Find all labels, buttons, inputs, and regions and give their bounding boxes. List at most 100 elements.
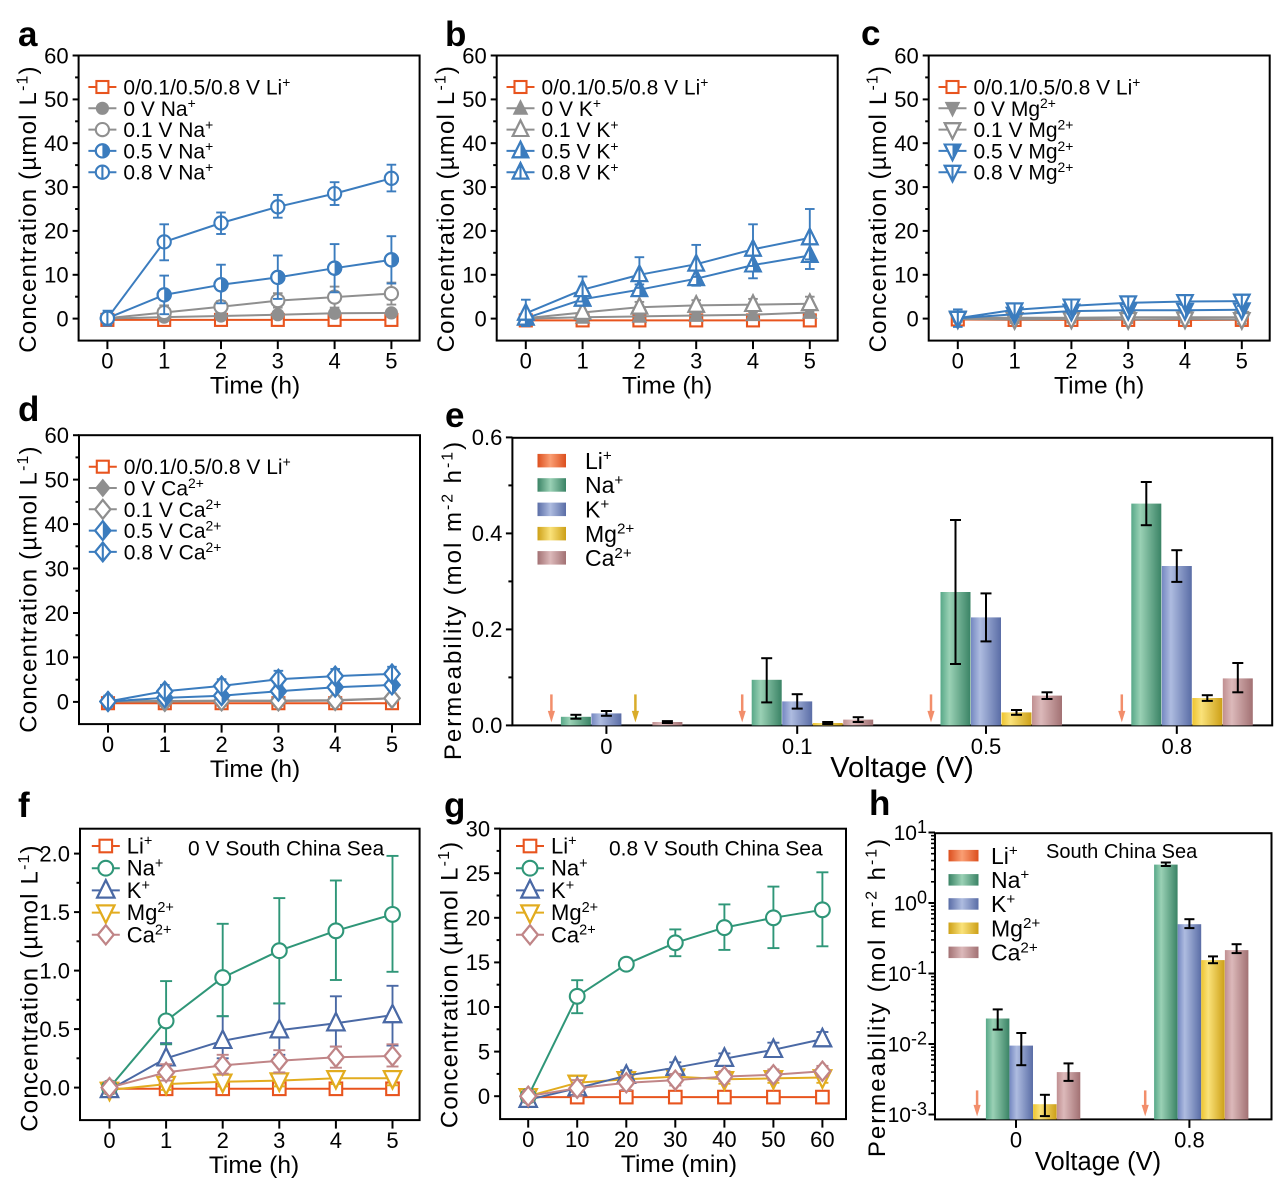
svg-text:30: 30 xyxy=(894,175,918,200)
svg-text:0.0: 0.0 xyxy=(39,1075,70,1100)
svg-text:10: 10 xyxy=(565,1127,589,1152)
svg-text:0.1: 0.1 xyxy=(782,734,813,759)
svg-text:5: 5 xyxy=(386,732,398,757)
svg-text:3: 3 xyxy=(273,1128,285,1153)
svg-text:Ca2+: Ca2+ xyxy=(127,922,172,947)
svg-text:40: 40 xyxy=(44,131,68,156)
svg-text:2: 2 xyxy=(215,349,227,374)
svg-text:0.8: 0.8 xyxy=(1174,1127,1205,1152)
svg-text:0.5 V Mg2+: 0.5 V Mg2+ xyxy=(974,138,1074,164)
svg-text:0 V K+: 0 V K+ xyxy=(542,95,602,121)
svg-text:50: 50 xyxy=(44,87,68,112)
svg-text:2: 2 xyxy=(217,1128,229,1153)
svg-text:Mg2+: Mg2+ xyxy=(127,900,174,925)
svg-text:30: 30 xyxy=(44,175,68,200)
svg-text:0: 0 xyxy=(478,1084,490,1109)
svg-text:Ca2+: Ca2+ xyxy=(991,939,1038,965)
svg-text:20: 20 xyxy=(466,906,490,931)
svg-text:Mg2+: Mg2+ xyxy=(551,900,598,925)
svg-text:1.5: 1.5 xyxy=(39,900,70,925)
svg-text:K+: K+ xyxy=(127,878,150,903)
svg-text:0/0.1/0.5/0.8 V Li+: 0/0.1/0.5/0.8 V Li+ xyxy=(123,74,290,100)
svg-text:0: 0 xyxy=(522,1127,534,1152)
svg-text:60: 60 xyxy=(44,43,68,68)
svg-text:0/0.1/0.5/0.8 V Li+: 0/0.1/0.5/0.8 V Li+ xyxy=(542,74,709,100)
svg-text:10: 10 xyxy=(45,645,69,670)
svg-text:Concentration (µmol L-1): Concentration (µmol L-1) xyxy=(15,445,43,732)
svg-text:20: 20 xyxy=(45,601,69,626)
svg-text:Concentration (µmol L-1): Concentration (µmol L-1) xyxy=(436,841,464,1128)
svg-text:0/0.1/0.5/0.8 V Li+: 0/0.1/0.5/0.8 V Li+ xyxy=(974,74,1141,100)
svg-text:3: 3 xyxy=(272,349,284,374)
svg-text:4: 4 xyxy=(328,349,340,374)
svg-text:20: 20 xyxy=(462,219,486,244)
svg-text:60: 60 xyxy=(462,43,486,68)
svg-text:2: 2 xyxy=(1065,349,1077,374)
svg-text:Na+: Na+ xyxy=(551,856,588,881)
svg-text:Concentration (µmol L-1): Concentration (µmol L-1) xyxy=(14,65,42,352)
svg-text:40: 40 xyxy=(462,131,486,156)
svg-text:40: 40 xyxy=(45,512,69,537)
svg-text:Permeability (mol m-2 h-1): Permeability (mol m-2 h-1) xyxy=(439,440,467,760)
svg-text:0.6: 0.6 xyxy=(472,425,503,450)
svg-text:4: 4 xyxy=(329,732,341,757)
svg-text:f: f xyxy=(18,786,30,825)
svg-text:K+: K+ xyxy=(585,496,609,522)
svg-text:Concentration (µmol L-1): Concentration (µmol L-1) xyxy=(865,65,893,352)
svg-text:0.5 V Ca2+: 0.5 V Ca2+ xyxy=(124,518,222,544)
svg-text:0: 0 xyxy=(474,306,486,331)
svg-text:Time (h): Time (h) xyxy=(622,373,712,400)
svg-text:30: 30 xyxy=(462,175,486,200)
svg-text:Li+: Li+ xyxy=(551,834,577,859)
svg-text:0: 0 xyxy=(520,349,532,374)
svg-text:Ca2+: Ca2+ xyxy=(551,922,596,947)
svg-text:1: 1 xyxy=(1008,349,1020,374)
svg-text:0: 0 xyxy=(57,690,69,715)
svg-text:5: 5 xyxy=(386,1128,398,1153)
svg-text:Li+: Li+ xyxy=(991,843,1018,869)
svg-text:4: 4 xyxy=(747,349,759,374)
svg-text:10: 10 xyxy=(894,263,918,288)
svg-text:0.0: 0.0 xyxy=(472,713,503,738)
svg-text:3: 3 xyxy=(690,349,702,374)
svg-text:0.8 V Mg2+: 0.8 V Mg2+ xyxy=(974,159,1074,185)
svg-text:Ca2+: Ca2+ xyxy=(585,545,632,571)
svg-text:K+: K+ xyxy=(551,878,574,903)
svg-text:0 V Na+: 0 V Na+ xyxy=(123,95,195,121)
svg-text:Mg2+: Mg2+ xyxy=(991,915,1040,941)
svg-text:5: 5 xyxy=(804,349,816,374)
svg-text:0: 0 xyxy=(102,732,114,757)
svg-text:40: 40 xyxy=(894,131,918,156)
svg-text:30: 30 xyxy=(45,556,69,581)
svg-text:0 V South China Sea: 0 V South China Sea xyxy=(188,838,384,861)
svg-text:0.8 V Ca2+: 0.8 V Ca2+ xyxy=(124,539,222,565)
svg-text:0: 0 xyxy=(1010,1127,1022,1152)
svg-text:Time (h): Time (h) xyxy=(1054,373,1144,400)
svg-text:30: 30 xyxy=(466,816,490,841)
svg-text:25: 25 xyxy=(466,861,490,886)
svg-text:Li+: Li+ xyxy=(127,834,153,859)
svg-text:3: 3 xyxy=(1122,349,1134,374)
svg-text:40: 40 xyxy=(712,1127,736,1152)
svg-text:1.0: 1.0 xyxy=(39,958,70,983)
svg-text:Na+: Na+ xyxy=(585,472,623,498)
svg-text:Concentration (µmol L-1): Concentration (µmol L-1) xyxy=(433,65,461,352)
svg-text:60: 60 xyxy=(810,1127,834,1152)
svg-text:0.5: 0.5 xyxy=(971,734,1002,759)
svg-text:0: 0 xyxy=(101,349,113,374)
svg-text:c: c xyxy=(861,14,880,53)
svg-text:Voltage (V): Voltage (V) xyxy=(1035,1148,1161,1176)
svg-text:0.5 V Na+: 0.5 V Na+ xyxy=(123,138,213,164)
svg-text:Time (h): Time (h) xyxy=(210,373,300,400)
svg-text:10: 10 xyxy=(466,995,490,1020)
svg-text:b: b xyxy=(445,15,466,54)
svg-text:4: 4 xyxy=(1179,349,1191,374)
svg-text:0.8 V South China Sea: 0.8 V South China Sea xyxy=(609,838,823,861)
svg-text:30: 30 xyxy=(663,1127,687,1152)
svg-text:10: 10 xyxy=(462,263,486,288)
svg-text:0.1 V Na+: 0.1 V Na+ xyxy=(123,117,213,143)
svg-text:50: 50 xyxy=(894,87,918,112)
svg-text:0: 0 xyxy=(600,734,612,759)
svg-text:2: 2 xyxy=(215,732,227,757)
svg-text:K+: K+ xyxy=(991,891,1015,917)
